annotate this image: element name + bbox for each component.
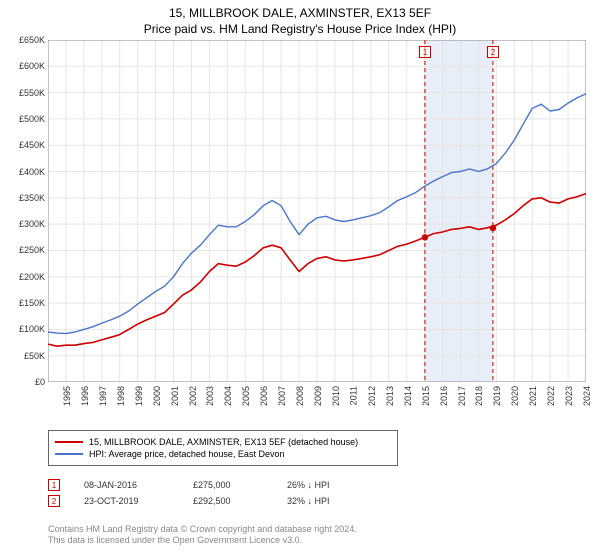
- credits-line2: This data is licensed under the Open Gov…: [48, 535, 357, 546]
- x-tick-label: 2013: [385, 386, 395, 406]
- y-tick-label: £200K: [5, 272, 45, 282]
- credits-text: Contains HM Land Registry data © Crown c…: [48, 524, 357, 547]
- legend-row: 15, MILLBROOK DALE, AXMINSTER, EX13 5EF …: [55, 437, 391, 447]
- x-tick-label: 2014: [403, 386, 413, 406]
- y-tick-label: £50K: [5, 351, 45, 361]
- x-tick-label: 2024: [582, 386, 592, 406]
- legend-row: HPI: Average price, detached house, East…: [55, 449, 391, 459]
- sale-hpi-delta: 32% ↓ HPI: [287, 496, 367, 506]
- x-tick-label: 2022: [546, 386, 556, 406]
- x-tick-label: 2001: [170, 386, 180, 406]
- sale-hpi-delta: 26% ↓ HPI: [287, 480, 367, 490]
- x-tick-label: 2015: [421, 386, 431, 406]
- y-tick-label: £300K: [5, 219, 45, 229]
- x-tick-label: 1998: [116, 386, 126, 406]
- y-tick-label: £500K: [5, 114, 45, 124]
- legend-box: 15, MILLBROOK DALE, AXMINSTER, EX13 5EF …: [48, 430, 398, 466]
- x-tick-label: 2016: [439, 386, 449, 406]
- x-tick-label: 2011: [348, 386, 358, 405]
- x-tick-label: 1995: [62, 386, 72, 406]
- credits-line1: Contains HM Land Registry data © Crown c…: [48, 524, 357, 535]
- y-tick-label: £250K: [5, 245, 45, 255]
- x-tick-label: 2003: [205, 386, 215, 406]
- x-tick-label: 1999: [134, 386, 144, 406]
- y-tick-label: £150K: [5, 298, 45, 308]
- legend-label: HPI: Average price, detached house, East…: [89, 449, 284, 459]
- sale-marker-box: 1: [419, 46, 431, 58]
- y-tick-label: £600K: [5, 61, 45, 71]
- x-tick-label: 2007: [277, 386, 287, 406]
- x-tick-label: 2008: [295, 386, 305, 406]
- sale-price: £275,000: [193, 480, 263, 490]
- y-tick-label: £100K: [5, 324, 45, 334]
- y-tick-label: £450K: [5, 140, 45, 150]
- x-tick-label: 2004: [223, 386, 233, 406]
- x-tick-label: 1997: [98, 386, 108, 406]
- sale-num-box: 1: [48, 479, 60, 491]
- x-tick-label: 2009: [313, 386, 323, 406]
- chart-plot-area: [48, 40, 586, 382]
- sale-price: £292,500: [193, 496, 263, 506]
- y-tick-label: £550K: [5, 88, 45, 98]
- y-tick-label: £400K: [5, 167, 45, 177]
- y-tick-label: £350K: [5, 193, 45, 203]
- chart-title-address: 15, MILLBROOK DALE, AXMINSTER, EX13 5EF: [0, 6, 600, 20]
- sale-marker-box: 2: [487, 46, 499, 58]
- x-tick-label: 2012: [367, 386, 377, 406]
- x-tick-label: 2023: [564, 386, 574, 406]
- x-tick-label: 2002: [188, 386, 198, 406]
- legend-swatch: [55, 453, 83, 455]
- legend-swatch: [55, 441, 83, 443]
- sale-row: 1 08-JAN-2016 £275,000 26% ↓ HPI: [48, 479, 367, 491]
- x-tick-label: 2018: [474, 386, 484, 406]
- x-tick-label: 2005: [241, 386, 251, 406]
- y-tick-label: £0: [5, 377, 45, 387]
- y-tick-label: £650K: [5, 35, 45, 45]
- x-tick-label: 2000: [152, 386, 162, 406]
- x-tick-label: 2021: [528, 386, 538, 406]
- x-tick-label: 2017: [457, 386, 467, 406]
- x-tick-label: 2019: [492, 386, 502, 406]
- sale-num-box: 2: [48, 495, 60, 507]
- x-tick-label: 2010: [331, 386, 341, 406]
- chart-subtitle: Price paid vs. HM Land Registry's House …: [0, 22, 600, 36]
- sales-table: 1 08-JAN-2016 £275,000 26% ↓ HPI 2 23-OCT-201…: [48, 475, 367, 511]
- x-tick-label: 2006: [259, 386, 269, 406]
- x-tick-label: 2020: [510, 386, 520, 406]
- sale-row: 2 23-OCT-2019 £292,500 32% ↓ HPI: [48, 495, 367, 507]
- sale-date: 08-JAN-2016: [84, 480, 169, 490]
- legend-label: 15, MILLBROOK DALE, AXMINSTER, EX13 5EF …: [89, 437, 358, 447]
- chart-svg: [48, 40, 586, 382]
- sale-date: 23-OCT-2019: [84, 496, 169, 506]
- x-tick-label: 1996: [80, 386, 90, 406]
